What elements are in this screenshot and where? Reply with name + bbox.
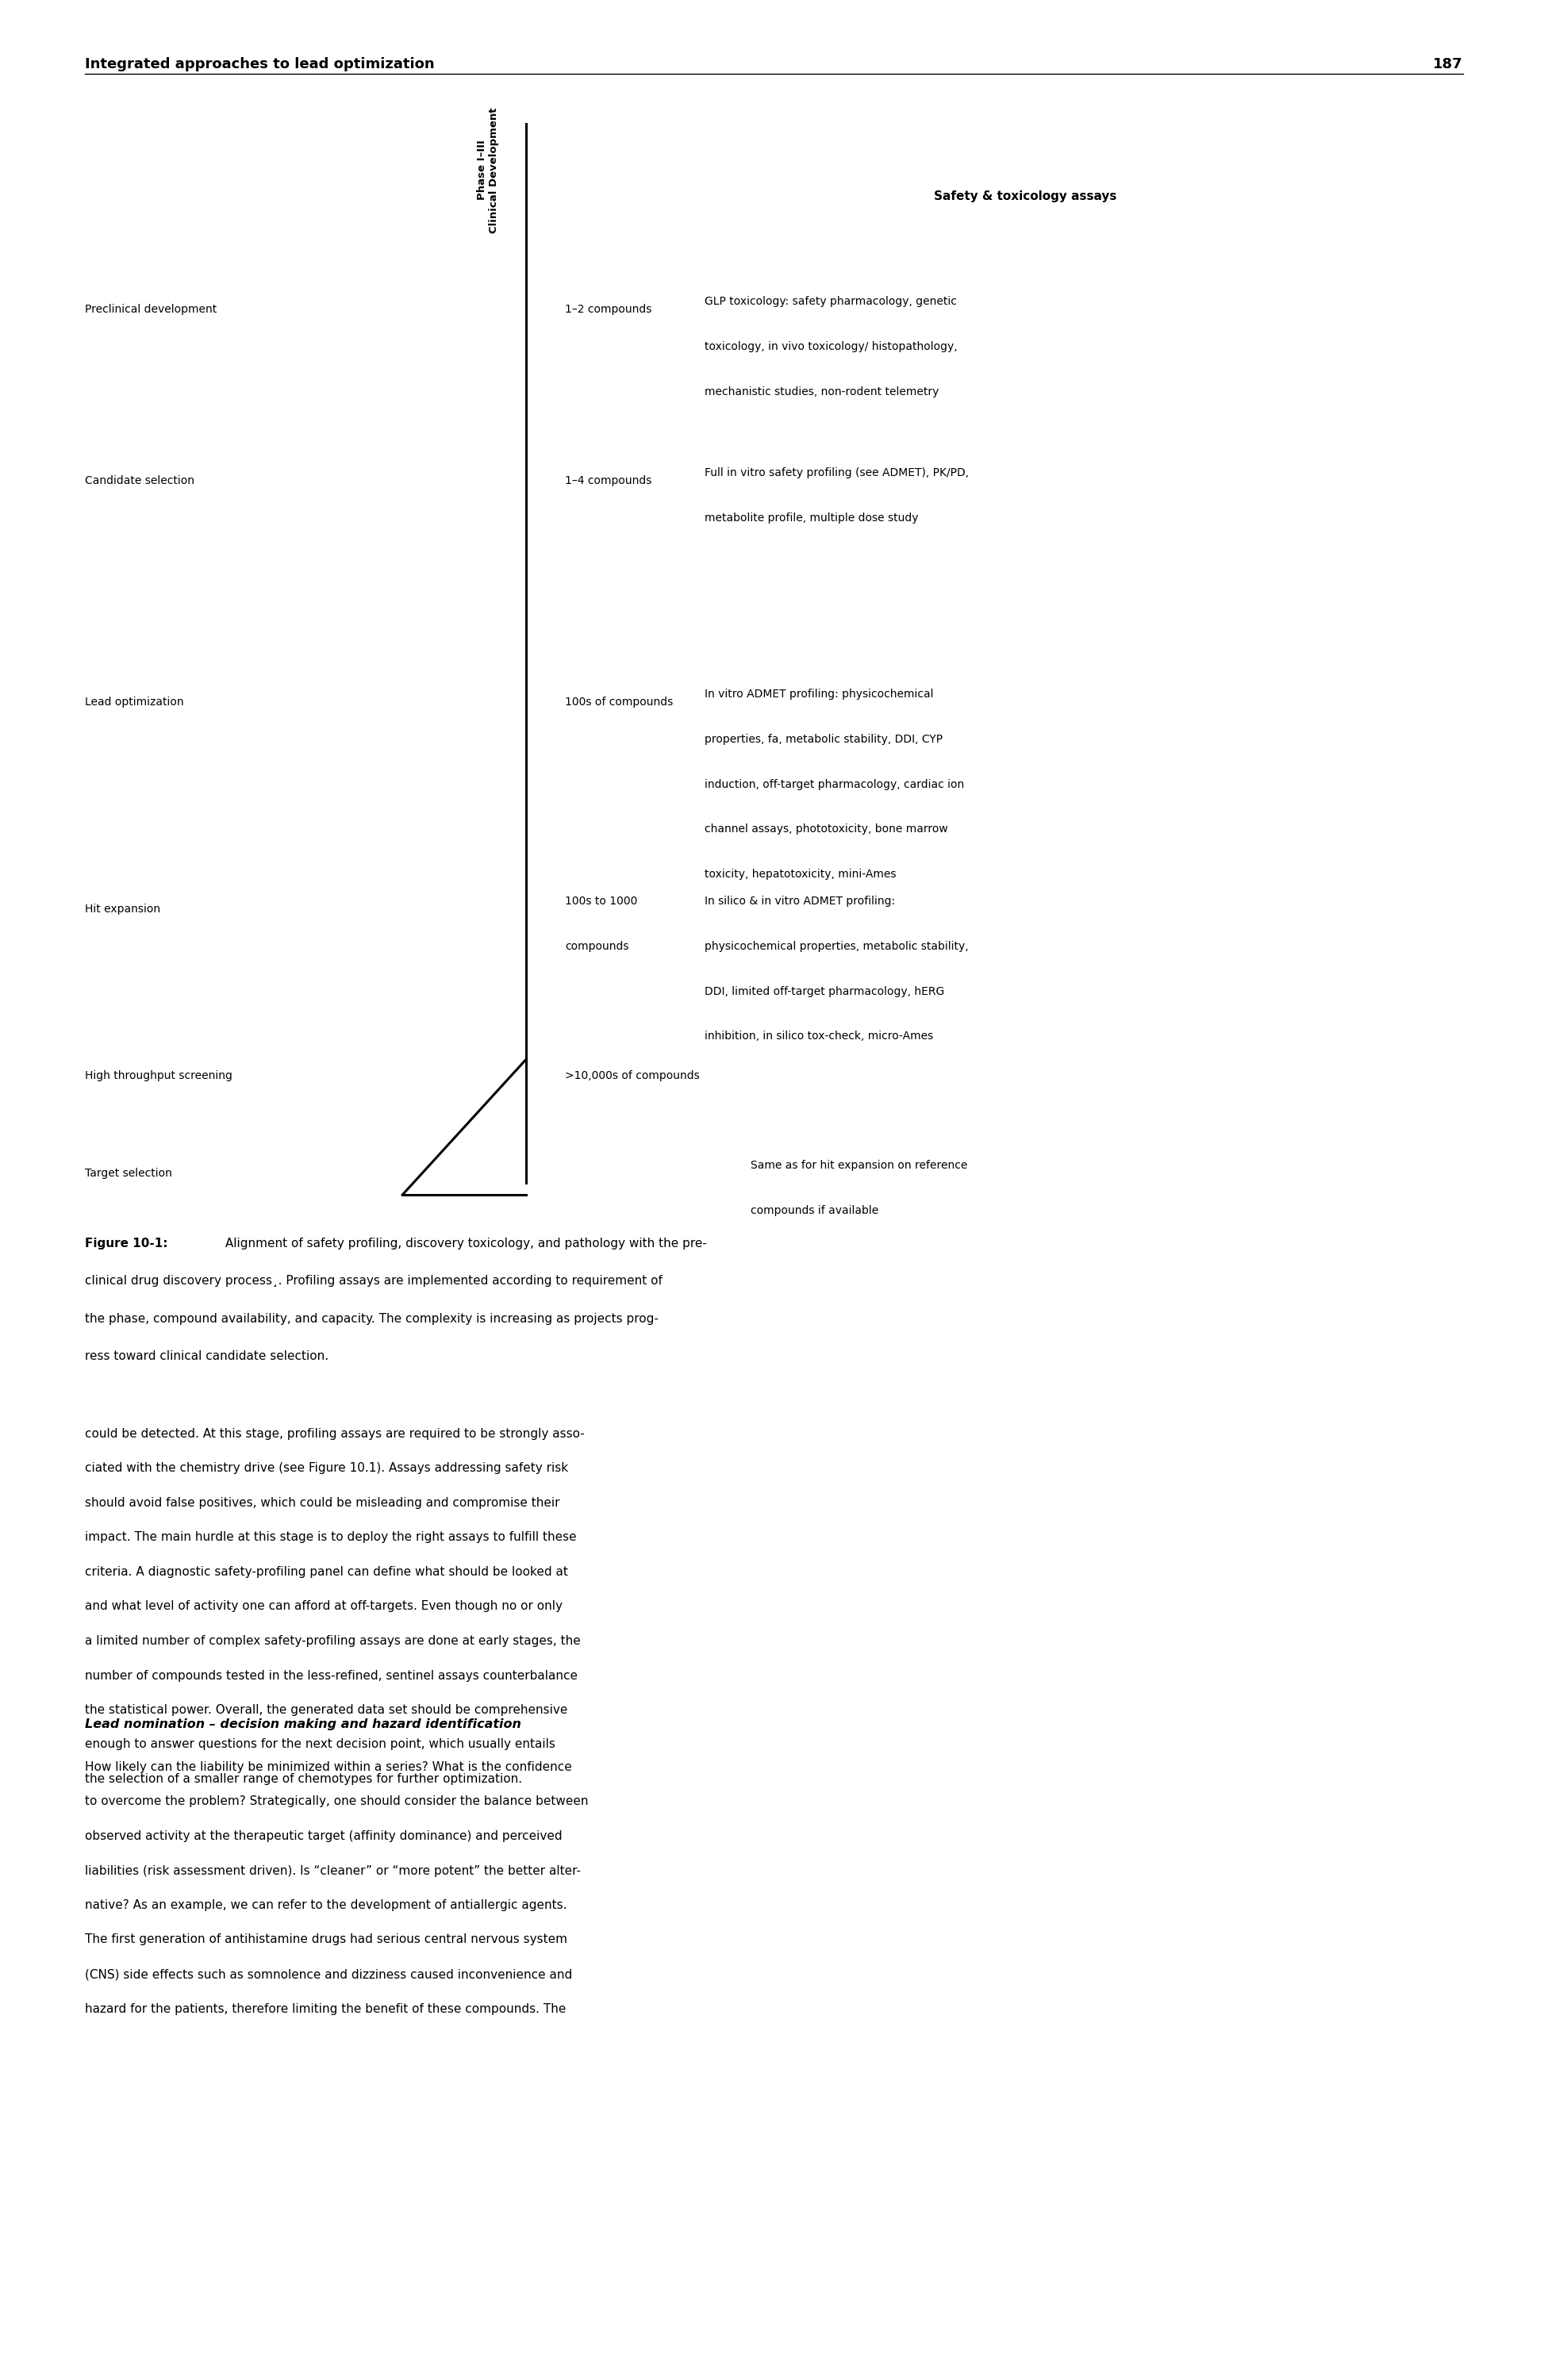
Text: a limited number of complex safety-profiling assays are done at early stages, th: a limited number of complex safety-profi…: [85, 1635, 580, 1647]
Text: How likely can the liability be minimized within a series? What is the confidenc: How likely can the liability be minimize…: [85, 1761, 573, 1773]
Text: toxicity, hepatotoxicity, mini-Ames: toxicity, hepatotoxicity, mini-Ames: [704, 869, 896, 881]
Text: compounds if available: compounds if available: [751, 1204, 879, 1216]
Text: number of compounds tested in the less-refined, sentinel assays counterbalance: number of compounds tested in the less-r…: [85, 1671, 577, 1680]
Text: the phase, compound availability, and capacity. The complexity is increasing as : the phase, compound availability, and ca…: [85, 1314, 659, 1326]
Text: Safety & toxicology assays: Safety & toxicology assays: [933, 190, 1118, 202]
Text: clinical drug discovery process¸. Profiling assays are implemented according to : clinical drug discovery process¸. Profil…: [85, 1276, 663, 1288]
Text: Target selection: Target selection: [85, 1169, 172, 1178]
Text: 187: 187: [1433, 57, 1463, 71]
Text: mechanistic studies, non-rodent telemetry: mechanistic studies, non-rodent telemetr…: [704, 386, 938, 397]
Text: 100s of compounds: 100s of compounds: [565, 697, 673, 707]
Text: criteria. A diagnostic safety-profiling panel can define what should be looked a: criteria. A diagnostic safety-profiling …: [85, 1566, 568, 1578]
Text: Preclinical development: Preclinical development: [85, 305, 217, 314]
Text: ciated with the chemistry drive (see Figure 10.1). Assays addressing safety risk: ciated with the chemistry drive (see Fig…: [85, 1461, 568, 1473]
Text: 100s to 1000: 100s to 1000: [565, 895, 638, 907]
Text: Full in vitro safety profiling (see ADMET), PK/PD,: Full in vitro safety profiling (see ADME…: [704, 466, 969, 478]
Text: induction, off-target pharmacology, cardiac ion: induction, off-target pharmacology, card…: [704, 778, 964, 790]
Text: enough to answer questions for the next decision point, which usually entails: enough to answer questions for the next …: [85, 1737, 556, 1752]
Text: metabolite profile, multiple dose study: metabolite profile, multiple dose study: [704, 512, 918, 524]
Text: High throughput screening: High throughput screening: [85, 1071, 232, 1081]
Text: Figure 10-1:: Figure 10-1:: [85, 1238, 169, 1250]
Text: compounds: compounds: [565, 940, 628, 952]
Text: 1–4 compounds: 1–4 compounds: [565, 476, 652, 486]
Text: hazard for the patients, therefore limiting the benefit of these compounds. The: hazard for the patients, therefore limit…: [85, 2004, 567, 2013]
Text: physicochemical properties, metabolic stability,: physicochemical properties, metabolic st…: [704, 940, 968, 952]
Text: The first generation of antihistamine drugs had serious central nervous system: The first generation of antihistamine dr…: [85, 1933, 568, 1947]
Text: toxicology, in vivo toxicology/ histopathology,: toxicology, in vivo toxicology/ histopat…: [704, 340, 957, 352]
Text: properties, fa, metabolic stability, DDI, CYP: properties, fa, metabolic stability, DDI…: [704, 733, 943, 745]
Text: Same as for hit expansion on reference: Same as for hit expansion on reference: [751, 1159, 968, 1171]
Text: native? As an example, we can refer to the development of antiallergic agents.: native? As an example, we can refer to t…: [85, 1899, 567, 1911]
Text: liabilities (risk assessment driven). Is “cleaner” or “more potent” the better a: liabilities (risk assessment driven). Is…: [85, 1866, 580, 1875]
Text: DDI, limited off-target pharmacology, hERG: DDI, limited off-target pharmacology, hE…: [704, 985, 944, 997]
Text: could be detected. At this stage, profiling assays are required to be strongly a: could be detected. At this stage, profil…: [85, 1428, 585, 1440]
Text: the statistical power. Overall, the generated data set should be comprehensive: the statistical power. Overall, the gene…: [85, 1704, 568, 1716]
Text: to overcome the problem? Strategically, one should consider the balance between: to overcome the problem? Strategically, …: [85, 1795, 588, 1809]
Text: and what level of activity one can afford at off-targets. Even though no or only: and what level of activity one can affor…: [85, 1599, 563, 1614]
Text: Lead nomination – decision making and hazard identification: Lead nomination – decision making and ha…: [85, 1718, 522, 1730]
Text: inhibition, in silico tox-check, micro-Ames: inhibition, in silico tox-check, micro-A…: [704, 1031, 933, 1042]
Text: should avoid false positives, which could be misleading and compromise their: should avoid false positives, which coul…: [85, 1497, 560, 1509]
Text: observed activity at the therapeutic target (affinity dominance) and perceived: observed activity at the therapeutic tar…: [85, 1830, 562, 1842]
Text: Lead optimization: Lead optimization: [85, 697, 184, 707]
Text: Phase I–III
Clinical Development: Phase I–III Clinical Development: [477, 107, 498, 233]
Text: (CNS) side effects such as somnolence and dizziness caused inconvenience and: (CNS) side effects such as somnolence an…: [85, 1968, 573, 1980]
Text: Candidate selection: Candidate selection: [85, 476, 195, 486]
Text: channel assays, phototoxicity, bone marrow: channel assays, phototoxicity, bone marr…: [704, 823, 947, 835]
Text: the selection of a smaller range of chemotypes for further optimization.: the selection of a smaller range of chem…: [85, 1773, 522, 1785]
Text: Hit expansion: Hit expansion: [85, 904, 161, 914]
Text: >10,000s of compounds: >10,000s of compounds: [565, 1071, 700, 1081]
Text: In vitro ADMET profiling: physicochemical: In vitro ADMET profiling: physicochemica…: [704, 688, 933, 700]
Text: Integrated approaches to lead optimization: Integrated approaches to lead optimizati…: [85, 57, 435, 71]
Text: In silico & in vitro ADMET profiling:: In silico & in vitro ADMET profiling:: [704, 895, 895, 907]
Text: 1–2 compounds: 1–2 compounds: [565, 305, 652, 314]
Text: impact. The main hurdle at this stage is to deploy the right assays to fulfill t: impact. The main hurdle at this stage is…: [85, 1533, 577, 1542]
Text: GLP toxicology: safety pharmacology, genetic: GLP toxicology: safety pharmacology, gen…: [704, 295, 957, 307]
Text: Alignment of safety profiling, discovery toxicology, and pathology with the pre-: Alignment of safety profiling, discovery…: [221, 1238, 707, 1250]
Text: ress toward clinical candidate selection.: ress toward clinical candidate selection…: [85, 1349, 328, 1361]
